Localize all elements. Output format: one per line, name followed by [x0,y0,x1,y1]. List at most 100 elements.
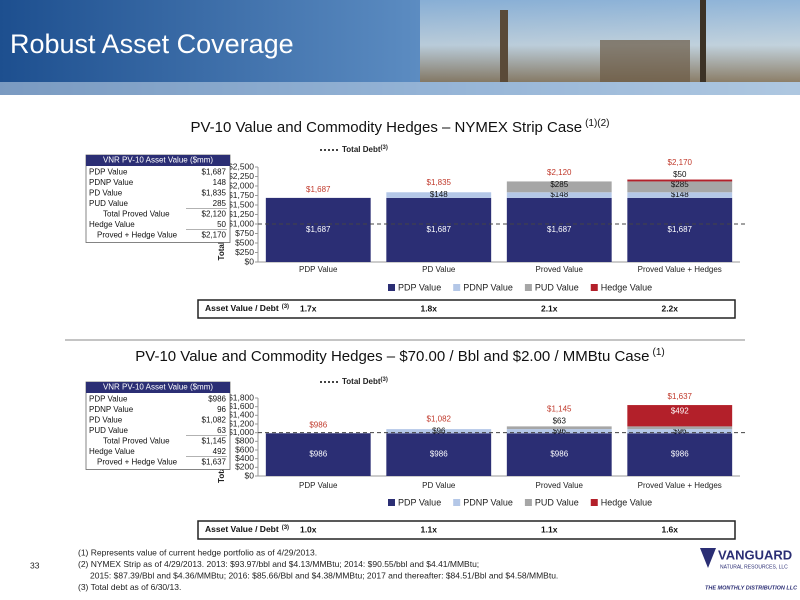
table-title: VNR PV-10 Asset Value ($mm) [103,156,213,165]
bar-segment [627,179,733,182]
bar-segment [506,181,612,193]
table-row-label: Total Proved Value [103,436,170,445]
bar-segment [265,433,371,476]
bar-segment [386,197,492,262]
table-row-value: $2,170 [202,230,227,239]
bar-segment [506,426,612,430]
legend-label: PDNP Value [463,282,513,292]
table-header [86,155,230,166]
ratio-value: 2.1x [541,303,558,313]
debt-legend-note: (3) [381,377,388,383]
y-tick-label: $0 [245,470,255,480]
y-tick-label: $1,500 [228,199,254,209]
footnote: (1) Represents value of current hedge po… [78,547,317,557]
bar-segment [386,192,492,198]
page-title: Robust Asset Coverage [10,29,294,59]
ratio-box [197,299,736,319]
table-row-value: 148 [213,178,227,187]
table-row-label: PD Value [89,188,123,197]
table-header [86,382,230,393]
y-tick-label: $1,250 [228,209,254,219]
photo-plant [600,40,690,82]
photo-rig [500,10,508,82]
bar-value-label: $1,687 [668,225,693,234]
legend-label: PUD Value [535,497,579,507]
bar-value-label: $1,687 [547,225,572,234]
bar-segment [627,192,733,198]
table-row-value: 63 [217,426,226,435]
footnote: (2) NYMEX Strip as of 4/29/2013. 2013: $… [78,559,479,569]
total-label: $1,835 [427,178,452,187]
ratio-label-note: (3) [282,525,289,531]
table-row-value: $1,687 [202,167,227,176]
y-tick-label: $1,800 [228,392,254,402]
bar-segment [627,181,733,193]
footnote: (3) Total debt as of 6/30/13. [78,582,181,592]
table-row-value: $1,835 [202,188,227,197]
ratio-label: Asset Value / Debt (3) [205,524,289,534]
total-label: $1,145 [547,404,572,413]
table-row-label: Proved + Hedge Value [97,457,178,466]
table-row-value: $986 [208,394,226,403]
y-tick-label: $1,000 [228,427,254,437]
total-label: $1,687 [306,185,331,194]
legend-swatch [388,499,395,506]
table-row-label: PUD Value [89,199,129,208]
page-number: 33 [30,560,40,570]
legend-label: PDNP Value [463,497,513,507]
footnote: 2015: $87.39/Bbl and $4.36/MMBtu; 2016: … [90,570,558,580]
bar-segment [627,197,733,262]
table-row-label: PDP Value [89,394,128,403]
y-tick-label: $2,500 [228,161,254,171]
header-stripe [0,82,800,95]
table-border [85,154,231,243]
legend-label: Hedge Value [601,282,652,292]
table-row-label: Hedge Value [89,220,135,229]
bar-value-label: $986 [430,450,448,459]
ratio-label-text: Asset Value / Debt [205,524,279,534]
bar-value-label: $285 [550,180,568,189]
bar-value-label: $63 [553,416,567,425]
bar-segment [627,426,733,430]
ratio-label-text: Asset Value / Debt [205,303,279,313]
debt-legend: Total Debt(3) [342,145,388,155]
x-tick-label: PD Value [422,481,456,490]
table-title: VNR PV-10 Asset Value ($mm) [103,383,213,392]
table-row-label: PDNP Value [89,178,134,187]
ratio-label: Asset Value / Debt (3) [205,303,289,313]
y-tick-label: $800 [235,436,254,446]
bar-value-label: $96 [673,426,687,435]
y-tick-label: $1,600 [228,401,254,411]
bar-segment [627,433,733,476]
legend-swatch [524,284,532,291]
bar-value-label: $50 [673,170,687,179]
ratio-label-note: (3) [282,304,289,310]
ratio-box [197,520,736,540]
table-row-value: $1,082 [202,415,227,424]
bar-value-label: $492 [671,406,689,415]
y-tick-label: $0 [245,256,255,266]
total-label: $2,170 [668,158,693,167]
logo-tagline: THE MONTHLY DISTRIBUTION LLC [705,585,798,591]
ratio-value: 1.8x [420,303,437,313]
legend-swatch [388,284,395,291]
ratio-value: 1.7x [300,303,317,313]
table-row-value: $1,145 [202,436,227,445]
legend-label: Hedge Value [601,497,652,507]
legend-swatch [524,499,532,506]
bar-segment [627,405,733,427]
bar-segment [506,433,612,476]
table-row-value: $2,120 [202,209,227,218]
chart-title-text: PV-10 Value and Commodity Hedges – $70.0… [135,348,649,365]
table-row-label: PUD Value [89,426,129,435]
ratio-value: 1.1x [420,524,437,534]
table-row-label: Total Proved Value [103,209,170,218]
bar-segment [506,429,612,434]
bar-segment [627,429,733,434]
legend-swatch [590,284,598,291]
total-label: $1,082 [427,414,452,423]
table-row-value: 50 [217,220,226,229]
bar-segment [506,192,612,198]
debt-legend-name: Total Debt [342,377,381,386]
bar-value-label: $148 [671,190,689,199]
